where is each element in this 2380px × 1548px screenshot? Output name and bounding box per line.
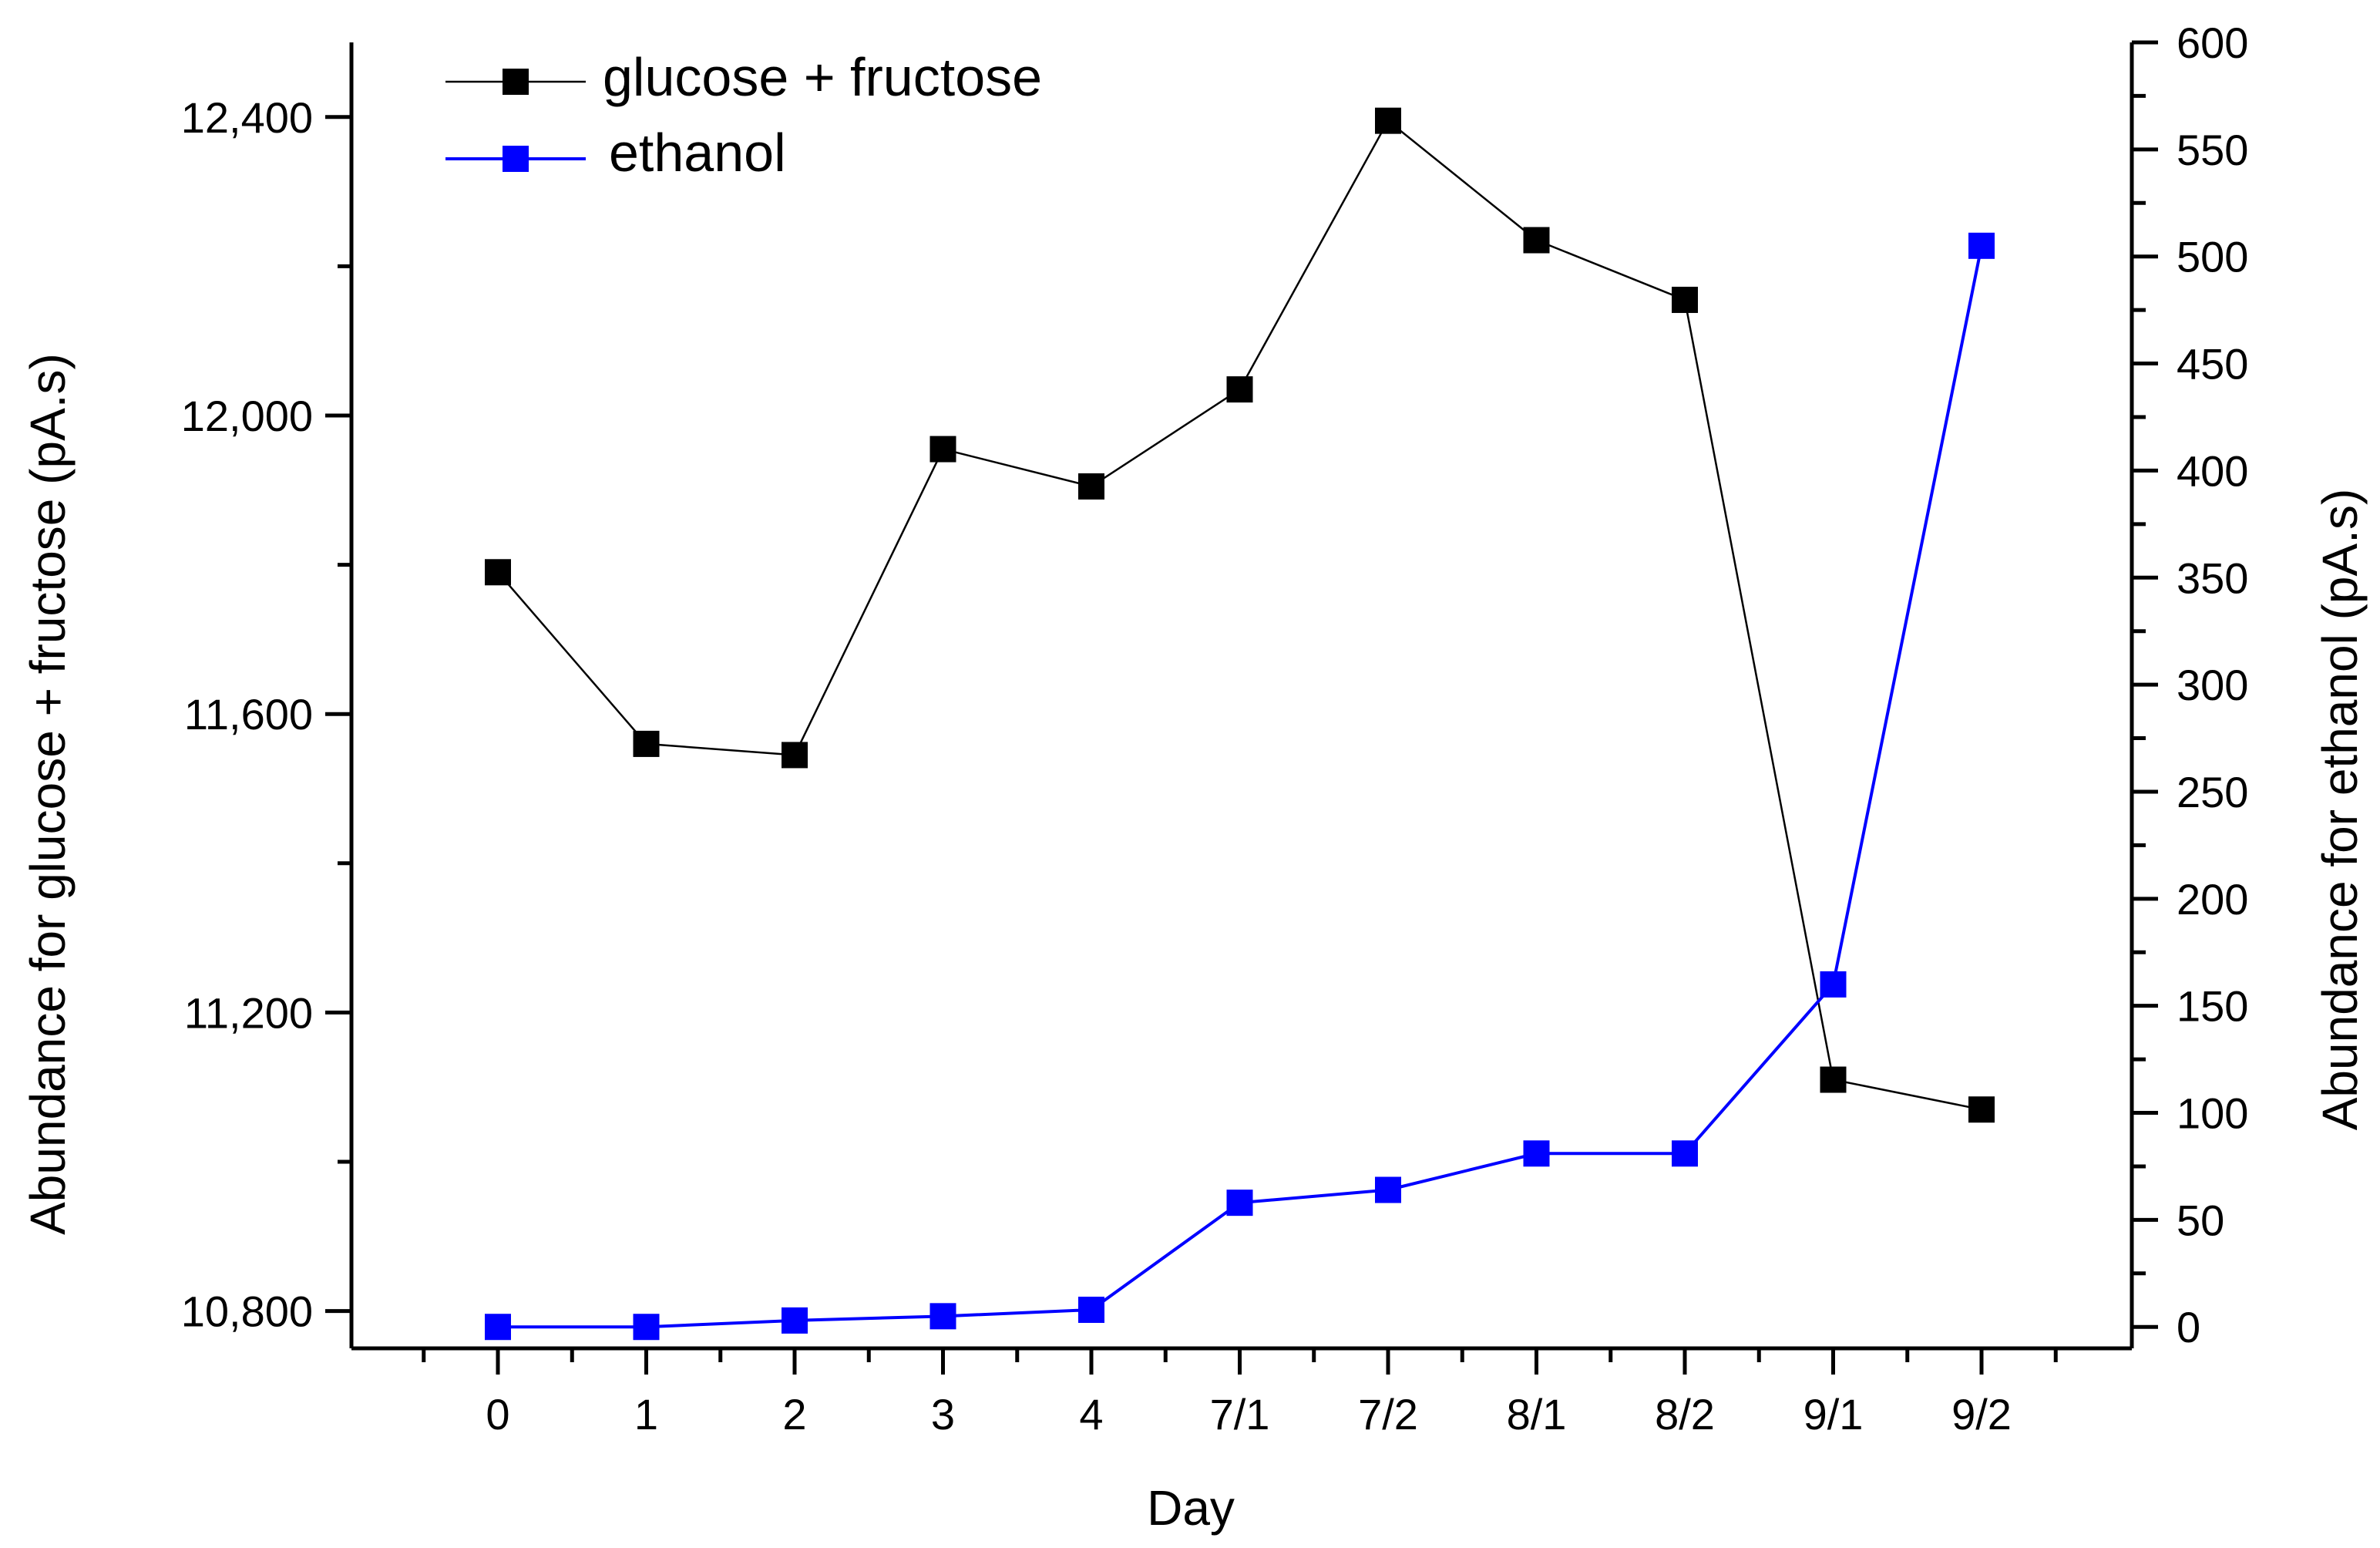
data-point-glucose-fructose	[929, 436, 956, 463]
data-point-ethanol	[1226, 1190, 1253, 1217]
x-tick-label: 8/2	[1655, 1390, 1715, 1439]
y-right-tick-label: 100	[2177, 1089, 2248, 1138]
y-axis-title-right: Abundance for ethanol (pA.s)	[2312, 489, 2368, 1131]
data-point-glucose-fructose	[1375, 107, 1401, 134]
x-tick-label: 9/1	[1803, 1390, 1864, 1439]
data-point-ethanol	[1523, 1140, 1550, 1167]
legend-label-glucose-fructose: glucose + fructose	[603, 47, 1042, 107]
y-right-tick-label: 250	[2177, 768, 2248, 816]
data-point-glucose-fructose	[1820, 1066, 1847, 1093]
data-point-glucose-fructose	[485, 559, 511, 586]
x-axis-title: Day	[1147, 1480, 1235, 1536]
legend: glucose + fructose ethanol	[445, 47, 1042, 183]
x-tick-label: 1	[634, 1390, 658, 1439]
data-point-ethanol	[1820, 971, 1847, 998]
data-point-ethanol	[782, 1307, 808, 1334]
x-tick-label: 2	[782, 1390, 806, 1439]
x-tick-label: 8/1	[1507, 1390, 1567, 1439]
y-right-tick-label: 300	[2177, 661, 2248, 709]
x-tick-label: 7/2	[1358, 1390, 1418, 1439]
y-right-tick-label: 50	[2177, 1196, 2224, 1244]
data-point-glucose-fructose	[1968, 1096, 1995, 1123]
y-axis-title-left: Abundance for glucose + fructose (pA.s)	[20, 353, 76, 1235]
data-point-ethanol	[633, 1314, 660, 1341]
y-right-tick-label: 400	[2177, 446, 2248, 495]
data-point-ethanol	[1672, 1140, 1698, 1167]
x-tick-label: 4	[1079, 1390, 1103, 1439]
legend-label-ethanol: ethanol	[609, 123, 786, 183]
y-left-tick-label: 10,800	[181, 1287, 313, 1336]
x-tick-label: 3	[931, 1390, 955, 1439]
y-right-tick-label: 600	[2177, 19, 2248, 67]
data-point-glucose-fructose	[1672, 286, 1698, 313]
y-left-tick-label: 11,600	[184, 690, 313, 739]
legend-marker-ethanol	[503, 146, 529, 172]
data-point-glucose-fructose	[1226, 376, 1253, 403]
data-point-ethanol	[1078, 1297, 1104, 1324]
y-left-tick-label: 12,000	[181, 392, 313, 440]
data-point-glucose-fructose	[1078, 473, 1104, 500]
data-point-glucose-fructose	[1523, 227, 1550, 254]
y-right-tick-label: 200	[2177, 875, 2248, 924]
y-right-tick-label: 0	[2177, 1303, 2200, 1351]
data-point-ethanol	[929, 1303, 956, 1330]
series-line-ethanol	[498, 245, 1983, 1329]
data-point-ethanol	[485, 1314, 511, 1341]
x-tick-label: 0	[486, 1390, 509, 1439]
data-point-glucose-fructose	[633, 730, 660, 757]
y-left-tick-label: 11,200	[184, 988, 313, 1037]
legend-marker-glucose-fructose	[503, 69, 529, 95]
axes-layer: 0 1 2 3 4 7/1 7/2 8/1 8/2 9/1 9/2 10,800 11,200 11,60…	[181, 19, 2249, 1439]
y-left-tick-label: 12,400	[181, 93, 313, 142]
x-tick-label: 9/2	[1951, 1390, 2012, 1439]
y-right-tick-label: 450	[2177, 340, 2248, 389]
series-layer	[485, 107, 1995, 1341]
data-point-glucose-fructose	[782, 742, 808, 769]
y-right-tick-label: 550	[2177, 126, 2248, 174]
y-right-tick-label: 500	[2177, 233, 2248, 281]
data-point-ethanol	[1375, 1176, 1401, 1203]
series-line-glucose-fructose	[497, 119, 1982, 1111]
data-point-ethanol	[1968, 232, 1995, 259]
y-right-tick-label: 350	[2177, 554, 2248, 602]
x-tick-label: 7/1	[1210, 1390, 1270, 1439]
y-right-tick-label: 150	[2177, 982, 2248, 1031]
